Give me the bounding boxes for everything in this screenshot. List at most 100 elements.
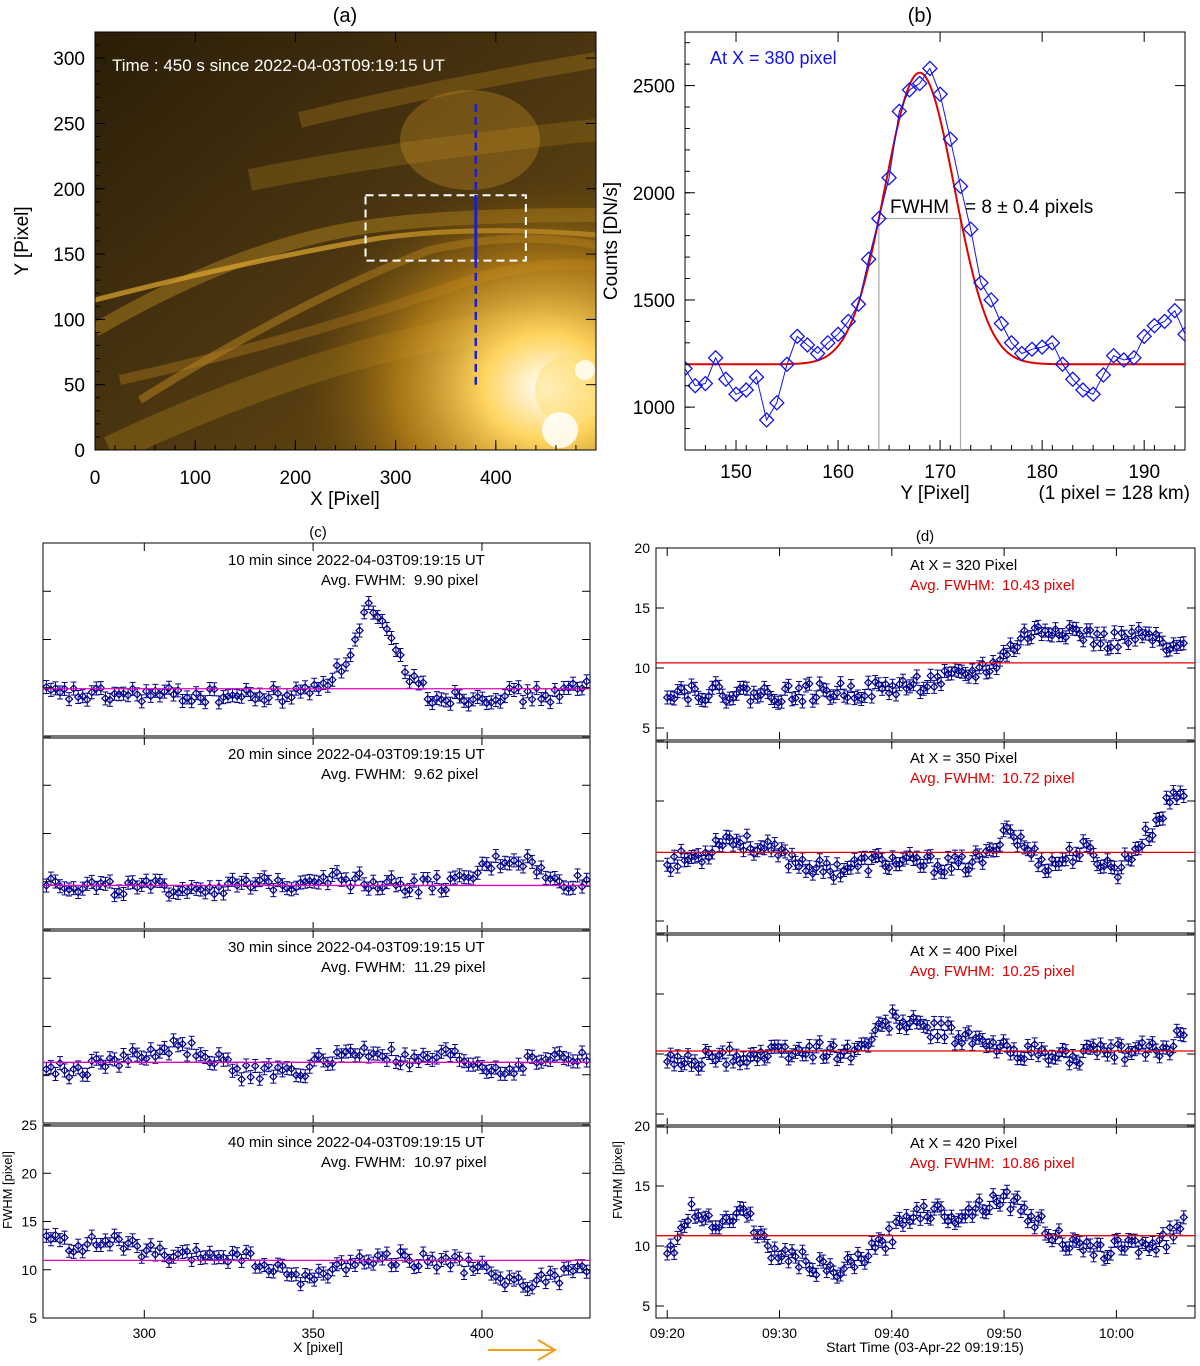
data-point [985, 667, 994, 676]
data-point [532, 683, 542, 693]
data-point [978, 1035, 988, 1045]
data-point [1033, 622, 1043, 632]
data-point [936, 1018, 946, 1028]
data-point [582, 875, 591, 885]
data-point [929, 682, 939, 692]
data-point [1165, 798, 1175, 807]
data-point [1103, 855, 1112, 865]
y-tick-label: 50 [64, 376, 85, 397]
data-point [1075, 629, 1085, 639]
data-point [884, 1224, 894, 1233]
data-point [1165, 645, 1175, 654]
data-point [250, 879, 260, 889]
data-point [985, 1203, 994, 1213]
data-point [967, 857, 977, 867]
data-point [784, 1257, 793, 1266]
data-point [701, 1213, 710, 1223]
subpanel: 30 min since 2022-04-03T09:19:15 UT Avg. … [42, 928, 591, 1124]
data-point [296, 878, 305, 887]
data-point [414, 679, 423, 688]
data-point [137, 1053, 147, 1062]
data-point [763, 1241, 773, 1251]
data-point [532, 867, 542, 877]
data-point [940, 1032, 949, 1042]
data-point [473, 1262, 483, 1272]
data-point [73, 1063, 83, 1072]
data-point [1148, 1038, 1157, 1048]
data-point [223, 879, 233, 889]
data-point [255, 1262, 265, 1271]
data-point [666, 865, 676, 875]
data-point [787, 850, 797, 860]
data-point [178, 1039, 187, 1049]
data-point [1136, 328, 1153, 345]
data-point [1092, 1048, 1102, 1058]
y-tick-label: 15 [634, 1178, 650, 1194]
data-point [1019, 1054, 1029, 1064]
data-point [697, 375, 714, 392]
data-point [196, 693, 206, 703]
data-point [1123, 1046, 1133, 1055]
data-point [860, 853, 870, 863]
data-point [801, 1049, 811, 1059]
data-point [328, 675, 337, 685]
x-tick-label: 09:20 [650, 1325, 685, 1341]
data-point [799, 337, 816, 353]
data-point [341, 660, 351, 669]
data-point [805, 862, 814, 872]
data-point [423, 694, 433, 704]
data-point [387, 873, 396, 882]
data-point [909, 854, 918, 864]
data-point [874, 679, 884, 689]
data-point [359, 879, 369, 889]
data-point [105, 695, 115, 705]
orange-arrow [488, 1339, 557, 1361]
x-tick-label: 09:30 [762, 1325, 797, 1341]
data-point [936, 679, 946, 689]
data-point [1075, 1059, 1085, 1068]
x-tick-label: 200 [280, 468, 312, 489]
data-point [382, 1055, 392, 1065]
data-point [441, 1253, 451, 1263]
data-point [690, 1212, 700, 1222]
data-point [1054, 356, 1071, 373]
data-point [714, 1050, 724, 1060]
data-point [518, 1281, 528, 1290]
data-point [711, 1056, 721, 1065]
data-point [491, 851, 501, 861]
data-point [988, 1037, 998, 1047]
data-point [296, 687, 305, 696]
data-point [291, 684, 301, 693]
data-point [337, 1257, 346, 1267]
data-point [464, 1255, 473, 1265]
data-point [1103, 1050, 1112, 1059]
data-point [725, 833, 734, 842]
data-point [863, 1251, 873, 1261]
data-point [582, 676, 591, 686]
data-point [881, 1244, 890, 1254]
data-point [912, 853, 922, 863]
data-point [409, 671, 419, 681]
data-point [91, 883, 101, 893]
data-point [884, 863, 894, 873]
data-point [132, 1241, 142, 1251]
y-tick-label: 5 [642, 720, 650, 736]
data-point [1099, 862, 1109, 871]
data-point [759, 1054, 769, 1063]
data-point [798, 1049, 807, 1059]
data-point [427, 883, 437, 893]
data-point [850, 1262, 859, 1272]
data-point [1044, 866, 1053, 875]
data-point [922, 1022, 932, 1032]
y-tick-label: 300 [53, 49, 85, 70]
avg-fwhm-value: 10.43 pixel [1002, 577, 1075, 594]
data-point [911, 75, 928, 92]
data-point [1006, 1204, 1015, 1214]
data-point [173, 888, 183, 898]
data-point [359, 1258, 369, 1267]
data-point [921, 60, 938, 77]
y-tick-label: 250 [53, 114, 85, 135]
data-point [714, 682, 724, 692]
data-point [332, 1047, 342, 1057]
data-point [1002, 650, 1012, 660]
